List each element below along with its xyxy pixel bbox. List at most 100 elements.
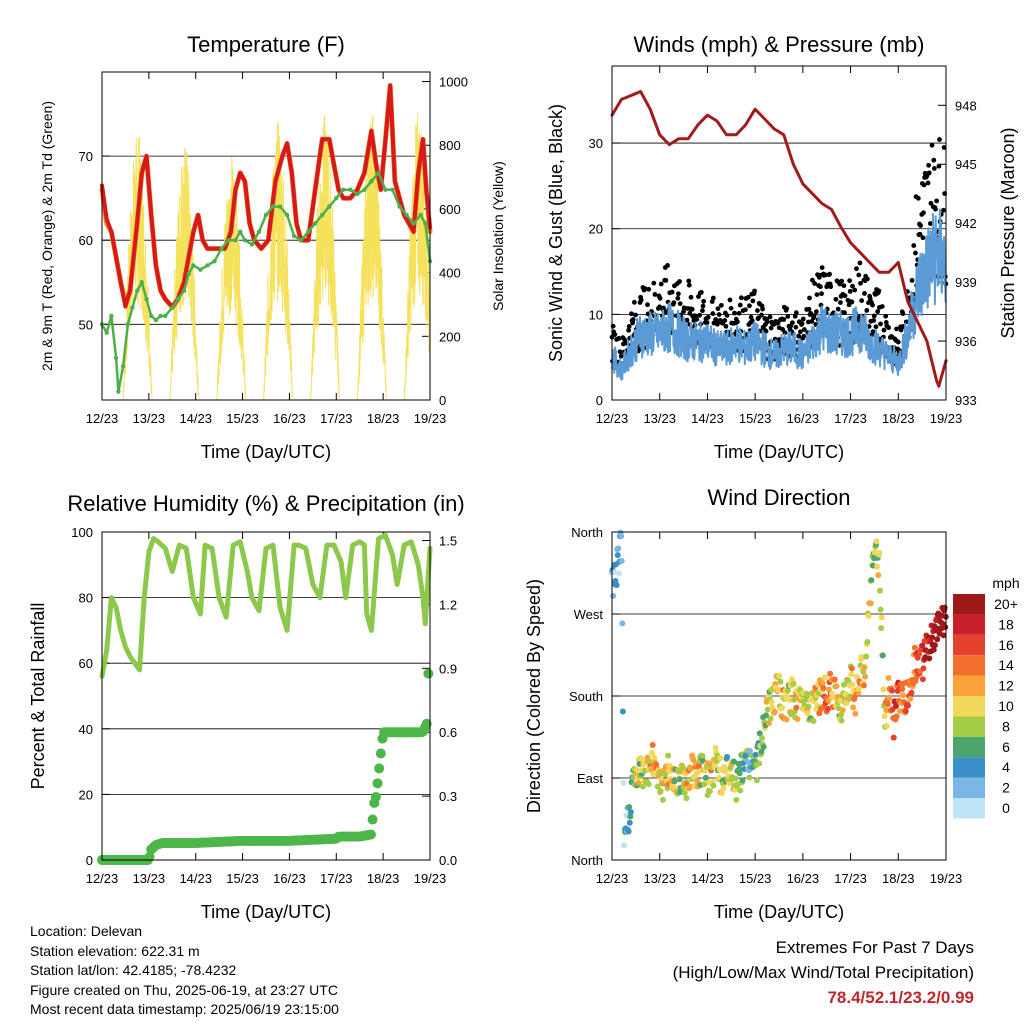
direction-point — [883, 722, 890, 729]
direction-point — [838, 717, 845, 724]
direction-point — [930, 646, 937, 653]
direction-point — [621, 842, 628, 849]
gust-point — [727, 297, 733, 303]
legend-swatch — [953, 655, 985, 676]
direction-point — [639, 783, 646, 790]
y-right-tick-label: 1000 — [439, 75, 468, 90]
gust-point — [785, 314, 791, 319]
direction-point — [633, 766, 640, 773]
legend-label: 20+ — [994, 596, 1018, 612]
direction-point — [618, 557, 625, 564]
direction-point — [717, 755, 724, 762]
direction-frame — [611, 531, 947, 861]
dewpoint-line — [100, 171, 432, 393]
gust-point — [796, 333, 802, 339]
gust-point — [931, 166, 937, 171]
legend-label: 16 — [998, 637, 1014, 653]
direction-point — [626, 819, 633, 826]
direction-point — [699, 752, 706, 759]
gust-point — [736, 310, 742, 316]
solar-insolation-line — [310, 116, 340, 401]
direction-point — [862, 673, 869, 680]
precip-point — [421, 718, 432, 729]
direction-point — [775, 687, 782, 694]
gust-point — [862, 291, 867, 296]
gust-point — [781, 317, 787, 322]
gust-point — [718, 302, 724, 308]
wind-speed-line — [611, 208, 947, 381]
gust-point — [657, 295, 663, 301]
direction-point — [654, 783, 661, 790]
direction-point — [861, 664, 868, 671]
gust-point — [809, 319, 815, 324]
direction-point — [940, 632, 947, 639]
gust-point — [792, 313, 798, 319]
direction-point — [865, 612, 872, 619]
humidity-xlabel: Time (Day/UTC) — [201, 902, 331, 922]
direction-point — [746, 774, 753, 781]
gust-point — [618, 353, 624, 359]
direction-point — [721, 768, 728, 775]
direction-point — [883, 707, 890, 714]
gust-point — [886, 325, 891, 331]
direction-point — [619, 620, 626, 627]
created-text: Figure created on Thu, 2025-06-19, at 23… — [30, 981, 338, 998]
gust-point — [937, 137, 942, 142]
gust-point — [850, 283, 855, 289]
gust-point — [747, 303, 752, 309]
direction-point — [897, 707, 904, 714]
direction-point — [733, 796, 740, 803]
direction-point — [838, 711, 845, 718]
temperature-ylabel: 2m & 9m T (Red, Orange) & 2m Td (Green) — [39, 101, 55, 371]
gust-point — [610, 323, 616, 329]
gust-point — [931, 157, 937, 163]
direction-point — [683, 795, 690, 802]
gust-point — [847, 278, 853, 284]
solar-ylabel: Solar Insolation (Yellow) — [490, 161, 506, 311]
gust-point — [714, 321, 720, 327]
legend-swatch — [953, 614, 985, 635]
direction-point — [646, 758, 653, 765]
pressure-line — [610, 90, 948, 388]
y-tick-label: 80 — [79, 591, 93, 606]
x-tick-label: 15/23 — [739, 411, 772, 426]
gust-point — [716, 312, 722, 317]
direction-point — [694, 778, 701, 785]
gust-point — [789, 320, 795, 326]
direction-point — [614, 552, 621, 559]
gust-point — [646, 286, 652, 292]
direction-point — [712, 745, 719, 752]
winds-frame — [611, 65, 947, 401]
direction-point — [899, 686, 906, 693]
x-tick-label: 17/23 — [320, 411, 353, 426]
y-right-tick-label: 936 — [955, 334, 977, 349]
gust-point — [858, 280, 863, 286]
pressure-ylabel: Station Pressure (Maroon) — [998, 127, 1018, 338]
gust-point — [927, 221, 933, 226]
precip-point — [370, 791, 381, 802]
gust-point — [936, 163, 942, 169]
gust-point — [710, 295, 716, 301]
x-tick-label: 14/23 — [179, 871, 212, 886]
gust-point — [871, 313, 877, 319]
gust-point — [849, 299, 855, 305]
gust-point — [658, 281, 664, 287]
legend-swatch — [953, 757, 985, 778]
direction-point — [880, 686, 887, 693]
direction-point — [671, 778, 678, 785]
direction-point — [759, 735, 766, 742]
gust-point — [878, 321, 883, 327]
direction-point — [840, 681, 847, 688]
gust-point — [612, 332, 618, 338]
gust-point — [870, 302, 875, 308]
gust-point — [926, 162, 932, 168]
direction-point — [706, 788, 713, 795]
gust-point — [915, 195, 921, 201]
direction-point — [819, 680, 826, 687]
direction-point — [825, 697, 832, 704]
gust-point — [856, 272, 862, 278]
gust-point — [780, 327, 786, 332]
gust-point — [933, 206, 938, 212]
direction-point — [681, 789, 688, 796]
gust-point — [842, 293, 848, 299]
